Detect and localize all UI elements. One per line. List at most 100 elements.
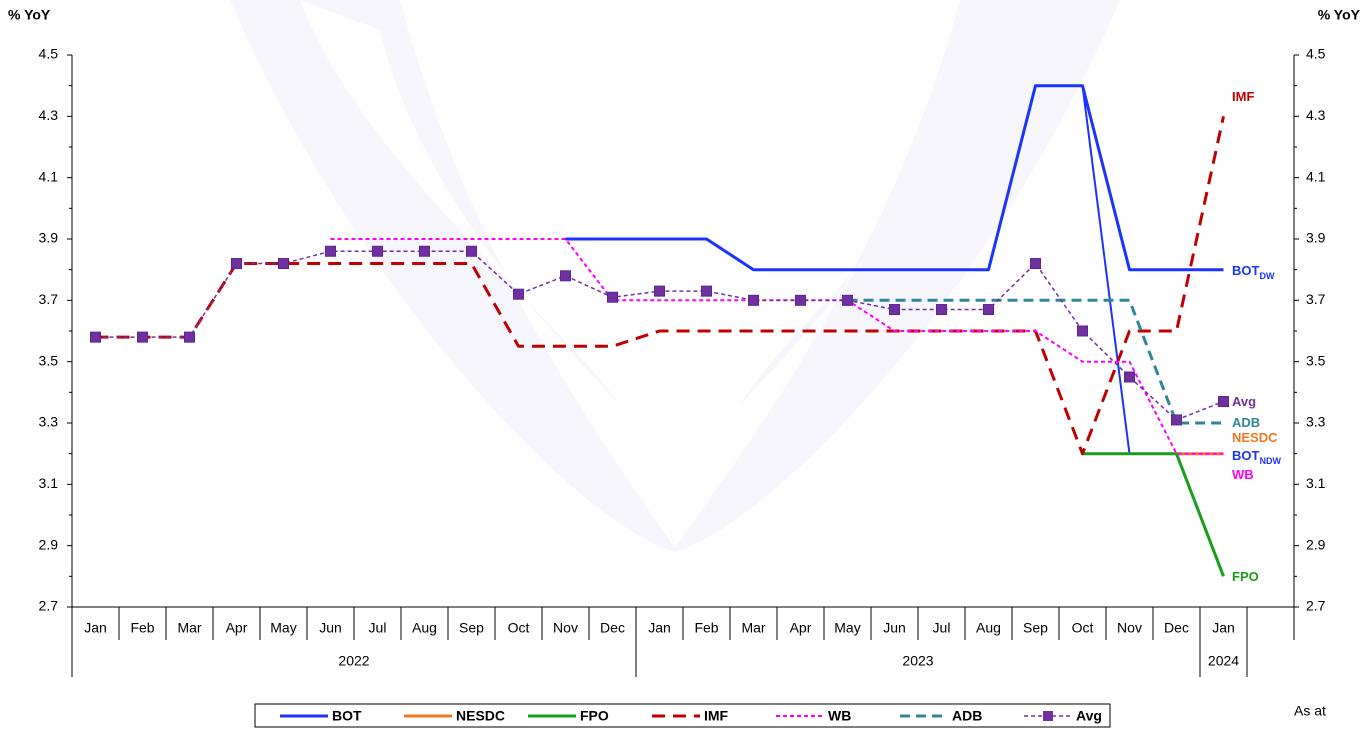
y2-tick-label: 4.3	[1306, 107, 1326, 123]
series-end-label: NESDC	[1232, 430, 1278, 445]
point-marker	[560, 270, 571, 282]
point-marker	[654, 285, 665, 297]
legend-label: Avg	[1076, 708, 1102, 724]
y-tick-label: 3.7	[39, 291, 59, 307]
x-tick-label: Nov	[553, 620, 578, 636]
x-tick-label: Feb	[130, 620, 154, 636]
y2-tick-label: 3.9	[1306, 230, 1326, 246]
point-marker	[795, 294, 806, 306]
point-marker	[1218, 396, 1229, 408]
y-tick-label: 3.5	[39, 352, 59, 368]
x-tick-label: Mar	[741, 620, 765, 636]
series-end-label-text: NESDC	[1232, 430, 1278, 445]
y-tick-label: 3.9	[39, 230, 59, 246]
point-marker	[1030, 258, 1041, 270]
y2-tick-label: 3.7	[1306, 291, 1326, 307]
point-marker	[231, 258, 242, 270]
legend-label: IMF	[704, 708, 729, 724]
y2-axis-title: % YoY	[1318, 7, 1361, 23]
x-tick-label: Nov	[1117, 620, 1142, 636]
point-marker	[184, 331, 195, 343]
x-tick-label: Jan	[1212, 620, 1235, 636]
legend-label: FPO	[580, 708, 609, 724]
x-tick-label: Jun	[883, 620, 906, 636]
point-marker	[936, 304, 947, 316]
x-group-label: 2024	[1208, 653, 1239, 669]
x-tick-label: May	[834, 620, 860, 636]
x-tick-label: Apr	[790, 620, 812, 636]
series-line	[95, 250, 1224, 421]
y-tick-label: 4.5	[39, 46, 59, 62]
y-axis-title: % YoY	[8, 7, 51, 23]
series-line	[1082, 452, 1225, 577]
x-tick-label: Jul	[933, 620, 951, 636]
legend-label: ADB	[952, 708, 982, 724]
point-marker	[278, 258, 289, 270]
x-tick-label: Oct	[508, 620, 530, 636]
x-tick-label: May	[270, 620, 296, 636]
point-marker	[325, 245, 336, 257]
legend-marker	[1043, 711, 1053, 721]
series-end-label: ADB	[1232, 415, 1260, 430]
series-end-label: IMF	[1232, 89, 1254, 104]
series-line	[1081, 85, 1131, 454]
y-tick-label: 3.1	[39, 475, 59, 491]
y2-tick-label: 3.1	[1306, 475, 1326, 491]
point-marker	[372, 245, 383, 257]
y-tick-label: 2.9	[39, 536, 59, 552]
y-tick-label: 4.1	[39, 168, 59, 184]
point-marker	[701, 285, 712, 297]
point-marker	[607, 291, 618, 303]
y2-tick-label: 4.1	[1306, 168, 1326, 184]
point-marker	[842, 294, 853, 306]
point-marker	[466, 245, 477, 257]
series-line	[565, 84, 1224, 272]
note: As at	[1294, 703, 1326, 719]
point-marker	[983, 304, 994, 316]
point-marker	[748, 294, 759, 306]
x-tick-label: Jun	[319, 620, 342, 636]
x-tick-label: Sep	[1023, 620, 1048, 636]
y2-tick-label: 3.5	[1306, 352, 1326, 368]
point-marker	[419, 245, 430, 257]
legend-label: WB	[828, 708, 851, 724]
series-end-label-text: Avg	[1232, 394, 1256, 409]
y-tick-label: 2.7	[39, 598, 59, 614]
y2-tick-label: 2.7	[1306, 598, 1326, 614]
x-tick-label: Sep	[459, 620, 484, 636]
watermark	[230, 0, 1120, 552]
x-tick-label: Feb	[694, 620, 718, 636]
series-end-label: WB	[1232, 467, 1254, 482]
point-marker	[137, 331, 148, 343]
point-marker	[1171, 414, 1182, 426]
point-marker	[1077, 325, 1088, 337]
series-end-label-text: FPO	[1232, 569, 1259, 584]
point-marker	[889, 304, 900, 316]
x-tick-label: Jan	[84, 620, 107, 636]
series-end-label: BOTNDW	[1232, 448, 1281, 466]
series-line	[847, 298, 1224, 425]
series-end-label-text: BOT	[1232, 263, 1260, 278]
x-tick-label: Oct	[1072, 620, 1094, 636]
point-marker	[1124, 371, 1135, 383]
series-end-label: FPO	[1232, 569, 1259, 584]
legend-label: BOT	[332, 708, 362, 724]
series-end-label-text: WB	[1232, 467, 1254, 482]
series-end-label-text: BOT	[1232, 448, 1260, 463]
x-tick-label: Apr	[226, 620, 248, 636]
series-end-label: Avg	[1232, 394, 1256, 409]
series-line	[95, 115, 1225, 456]
point-marker	[513, 288, 524, 300]
y2-tick-label: 2.9	[1306, 536, 1326, 552]
x-group-label: 2022	[338, 653, 369, 669]
x-tick-label: Jul	[369, 620, 387, 636]
y-tick-label: 3.3	[39, 414, 59, 430]
series-end-label-text: ADB	[1232, 415, 1260, 430]
series-end-label-sub: NDW	[1259, 456, 1281, 466]
x-tick-label: Aug	[976, 620, 1001, 636]
x-tick-label: Aug	[412, 620, 437, 636]
x-tick-label: Dec	[600, 620, 625, 636]
point-marker	[90, 331, 101, 343]
legend-label: NESDC	[456, 708, 505, 724]
